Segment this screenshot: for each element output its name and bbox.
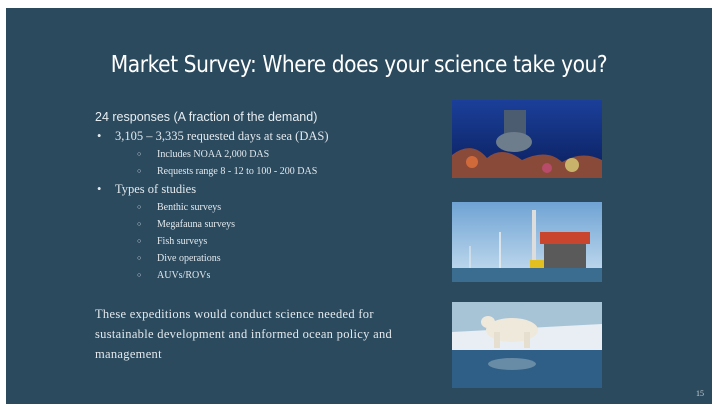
sub-item: Benthic surveys [95,199,329,216]
sub-item: AUVs/ROVs [95,267,329,284]
bullet-list: 3,105 – 3,335 requested days at sea (DAS… [95,127,329,284]
page-number: 15 [696,389,704,398]
sub-item: Megafauna surveys [95,216,329,233]
wind-farm-image [452,202,602,282]
intro: 24 responses (A fraction of the demand) [95,110,317,124]
page: Market Survey: Where does your science t… [0,0,718,410]
polar-bear-image [452,302,602,388]
paragraph: These expeditions would conduct science … [95,304,395,364]
slide: Market Survey: Where does your science t… [6,8,712,404]
sub-item: Dive operations [95,250,329,267]
sub-item: Fish surveys [95,233,329,250]
sub-item: Requests range 8 - 12 to 100 - 200 DAS [95,163,329,180]
sub-item: Includes NOAA 2,000 DAS [95,146,329,163]
bullet-item: 3,105 – 3,335 requested days at sea (DAS… [95,127,329,146]
reef-image [452,100,602,178]
bullet-item: Types of studies [95,180,329,199]
slide-title: Market Survey: Where does your science t… [48,52,669,78]
